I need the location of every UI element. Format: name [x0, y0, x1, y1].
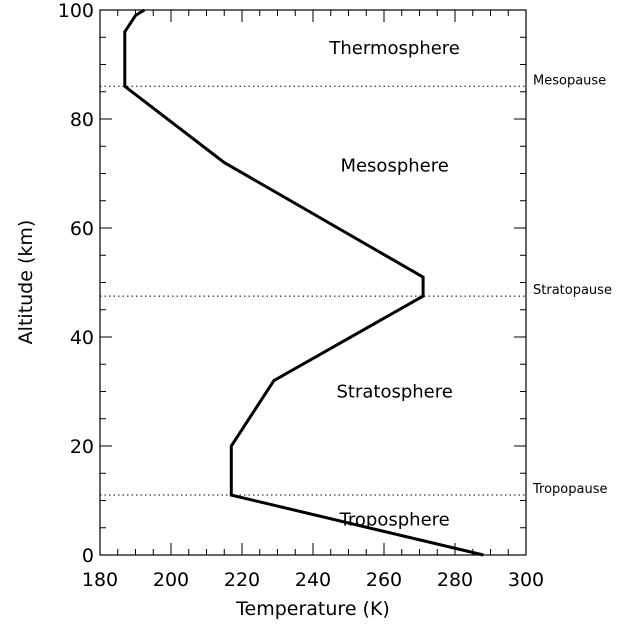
y-tick-label: 40 — [70, 327, 94, 349]
x-tick-label: 240 — [295, 569, 331, 591]
y-tick-label: 80 — [70, 109, 94, 131]
layer-label-stratosphere: Stratosphere — [336, 382, 452, 403]
y-tick-label: 20 — [70, 436, 94, 458]
reference-labels: Mesopause Stratopause Tropopause — [532, 73, 612, 497]
x-tick-label: 220 — [224, 569, 260, 591]
y-axis-title: Altitude (km) — [15, 220, 37, 345]
layer-label-thermosphere: Thermosphere — [328, 38, 459, 59]
x-tick-label: 180 — [82, 569, 118, 591]
layer-labels: Thermosphere Mesosphere Stratosphere Tropos… — [328, 38, 459, 530]
x-tick-label: 200 — [153, 569, 189, 591]
x-tick-label: 300 — [508, 569, 544, 591]
reference-lines — [100, 85, 526, 496]
reference-label-stratopause: Stratopause — [533, 283, 612, 298]
y-tick-label: 0 — [82, 545, 94, 567]
y-tick-label: 100 — [58, 0, 94, 22]
temperature-profile-line — [123, 8, 484, 557]
plot-frame — [99, 9, 527, 556]
tick-marks — [99, 9, 527, 556]
reference-label-mesopause: Mesopause — [533, 73, 606, 88]
layer-label-mesosphere: Mesosphere — [340, 155, 448, 176]
x-tick-labels: 180 200 220 240 260 280 300 — [82, 569, 544, 591]
x-tick-label: 280 — [437, 569, 473, 591]
layer-label-troposphere: Troposphere — [339, 510, 450, 531]
y-tick-labels: 0 20 40 60 80 100 — [58, 0, 94, 567]
x-tick-label: 260 — [366, 569, 402, 591]
reference-label-tropopause: Tropopause — [532, 482, 607, 497]
x-axis-title: Temperature (K) — [235, 598, 390, 620]
y-tick-label: 60 — [70, 218, 94, 240]
